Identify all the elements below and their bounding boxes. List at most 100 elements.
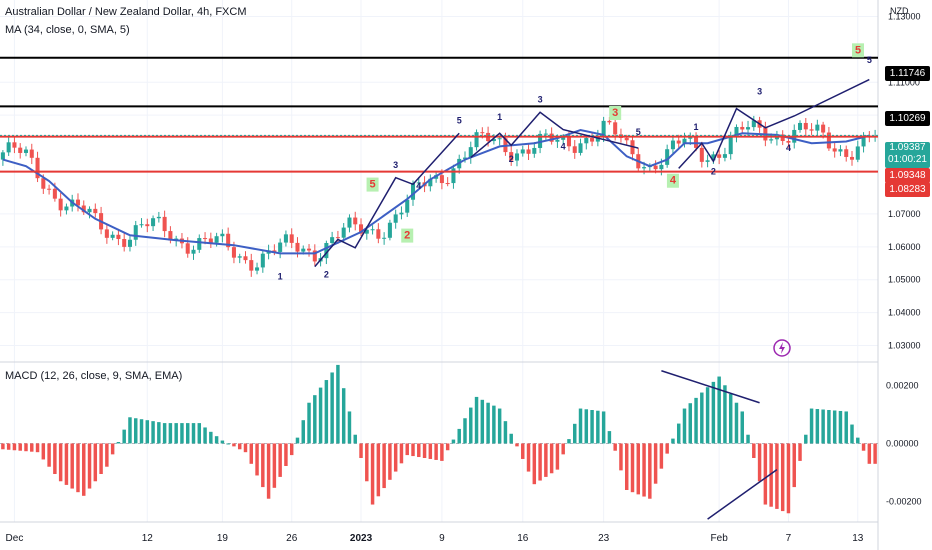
macd-histogram-bar [752,443,756,458]
macd-tick-label: 0.00200 [886,380,919,390]
macd-histogram-bar [405,443,409,456]
wave-degree-box [366,177,379,192]
candle-body [289,234,294,243]
candle-body [29,149,34,158]
candle-body [653,165,658,170]
candle-body [278,242,283,252]
wave-degree-label: 3 [612,107,618,119]
macd-histogram-bar [561,443,565,455]
candle-body [711,154,716,161]
macd-tick-label: 0.00000 [886,438,919,448]
price-tick-label: 1.07000 [888,209,921,219]
macd-histogram-bar [289,443,294,456]
macd-histogram-bar [122,429,126,444]
macd-histogram-bar [76,443,80,493]
macd-histogram-bar [353,434,357,444]
wave-degree-label: 4 [670,175,677,187]
candle-body [844,149,849,157]
macd-histogram-bar [278,443,282,477]
macd-histogram-bar [798,443,802,461]
macd-histogram-bar [411,443,415,457]
macd-indicator-label: MACD (12, 26, close, 9, SMA, EMA) [5,370,183,382]
candle-body [699,147,704,162]
candle-body [145,224,150,227]
price-levels-layer [0,56,878,173]
price-level-tag: 1.10269 [885,111,930,126]
candle-body [220,233,225,237]
macd-histogram-bar [867,443,872,464]
wave-label: 5 [867,55,872,65]
macd-histogram-bar [607,431,612,444]
candle-body [624,137,629,141]
wave-label: 4 [561,141,566,151]
wave-degree-box [852,43,864,58]
macd-histogram-bar [492,405,496,444]
macd-histogram-bar [763,443,768,505]
lightning-icon[interactable] [773,339,791,357]
macd-histogram-bar [370,443,375,505]
candle-body [728,136,733,155]
macd-histogram-bar [469,407,473,444]
candle-body [410,183,416,200]
candle-body [578,143,583,153]
wave-label: 1 [278,272,283,282]
candle-body [133,225,138,240]
candle-body [393,214,398,223]
candle-body [81,205,86,213]
candle-body [445,183,450,185]
wave-degree-box [401,228,414,243]
candle-body [0,152,5,160]
macd-histogram-bar [734,402,739,444]
bar-countdown: 01:00:21 [888,154,927,165]
macd-tick-label: -0.00200 [886,497,922,507]
macd-histogram-bar [532,443,537,485]
macd-histogram-bar [185,423,190,444]
wave-label: 2 [711,166,716,176]
macd-histogram-bar [295,437,300,444]
macd-histogram-bar [434,443,438,460]
candle-body [168,231,173,241]
price-tick-label: 1.13000 [888,11,921,21]
candle-body [555,139,560,142]
macd-histogram-bar [376,443,381,497]
macd-histogram-bar [659,443,664,469]
macd-histogram-bar [1,443,5,450]
macd-histogram-bar [636,443,641,495]
macd-histogram-bar [139,419,144,444]
macd-histogram-bar [203,427,207,444]
macd-histogram-bar [58,443,63,482]
macd-histogram-layer [0,364,878,520]
macd-histogram-bar [515,443,519,447]
macd-histogram-bar [555,443,560,470]
macd-histogram-bar [775,443,779,509]
candle-body [861,135,866,147]
candle-body [682,138,687,144]
wave-label: 1 [694,122,699,132]
macd-histogram-bar [786,443,791,514]
macd-histogram-bar [226,443,230,445]
candle-body [116,234,121,240]
macd-histogram-bar [243,443,248,453]
macd-histogram-bar [35,443,40,453]
candle-body [717,154,722,158]
candle-body [87,208,92,213]
macd-histogram-bar [671,438,675,444]
candle-body [734,126,739,137]
candle-body [740,126,745,130]
macd-histogram-bar [440,443,444,461]
macd-histogram-bar [544,443,548,477]
candle-body [18,147,23,153]
macd-histogram-bar [503,421,508,444]
candle-body [815,124,820,131]
macd-histogram-bar [341,388,346,444]
candle-body [642,167,647,169]
macd-histogram-bar [809,408,814,444]
time-tick-label: Dec [6,533,24,544]
candle-body [832,148,837,152]
candle-body [12,142,17,148]
candle-body [601,120,606,136]
macd-histogram-bar [856,437,860,444]
candle-body [358,224,364,234]
macd-histogram-bar [746,434,750,444]
